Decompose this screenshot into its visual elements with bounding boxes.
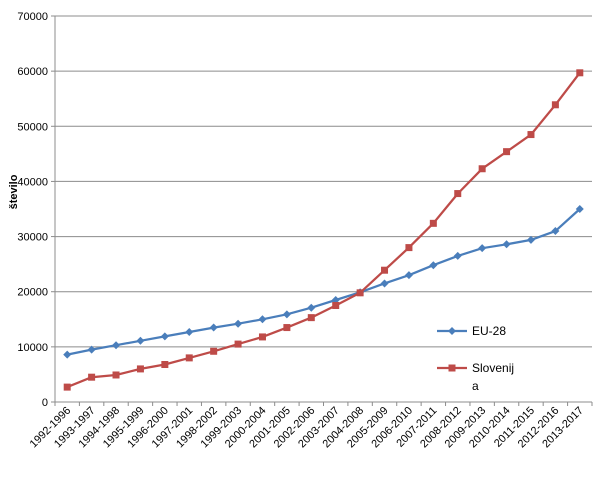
data-point [258,333,266,341]
data-point [356,289,364,297]
data-point [526,235,535,244]
legend-label: EU-28 [472,324,506,338]
data-point [209,323,218,332]
y-tick-label: 70000 [17,11,48,23]
data-point [307,314,315,322]
plot-series [63,69,584,391]
series-line [66,208,581,356]
data-point [282,310,291,319]
data-point [503,148,511,156]
data-point [405,244,413,252]
data-point [161,361,169,369]
y-tick-label: 40000 [17,176,48,188]
data-point [234,319,243,328]
gridlines [55,15,592,348]
data-point [429,219,437,227]
data-point [404,271,413,280]
data-point [478,244,487,253]
data-point [258,315,267,324]
y-tick-label: 10000 [17,342,48,354]
data-point [160,332,169,341]
y-tick-label: 20000 [17,287,48,299]
data-point [112,371,120,379]
series-line [66,72,581,389]
data-point [478,165,486,173]
y-axis: 0 10000 20000 30000 40000 50000 60000 70000 [17,11,56,409]
data-point [136,336,145,345]
y-axis-title: število [8,174,20,209]
legend-marker [448,364,456,372]
data-point [307,303,316,312]
data-point [575,205,584,213]
data-point [185,354,193,362]
data-point [210,347,218,355]
legend-marker [448,327,456,335]
y-tick-label: 0 [42,397,48,409]
data-point [112,341,121,350]
data-point [332,302,340,309]
data-point [63,350,72,359]
y-tick-label: 30000 [17,232,48,244]
data-point [527,131,535,139]
data-point [63,383,71,391]
data-point [136,365,144,373]
data-point [380,279,389,288]
data-point [381,266,389,274]
legend: EU-28 Slovenij a [437,324,514,393]
y-tick-label: 60000 [17,66,48,78]
data-point [453,251,462,260]
data-point [551,227,560,236]
data-point [576,69,584,77]
data-point [87,345,96,354]
y-tick-label: 50000 [17,121,48,133]
data-point [454,190,462,198]
legend-label: Slovenij a [472,361,514,393]
data-point [429,261,438,270]
data-point [502,240,511,249]
data-point [185,327,194,336]
x-axis: 1992-19961993-19971994-19981995-19991996… [28,401,593,450]
data-point [331,295,340,304]
data-point [88,373,96,381]
data-point [551,101,559,109]
data-point [234,340,242,348]
data-point [283,324,291,332]
